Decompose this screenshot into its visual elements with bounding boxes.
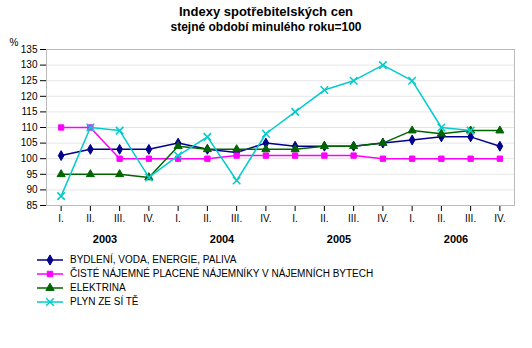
svg-text:IV.: IV.: [377, 213, 388, 224]
svg-text:85: 85: [26, 200, 38, 211]
svg-text:III.: III.: [231, 213, 242, 224]
svg-text:III.: III.: [348, 213, 359, 224]
svg-text:110: 110: [22, 122, 38, 133]
svg-text:120: 120: [21, 91, 38, 102]
svg-text:II.: II.: [320, 213, 328, 224]
svg-text:105: 105: [21, 137, 38, 148]
svg-text:2005: 2005: [327, 233, 351, 245]
html-text:ČISTÉ NÁJEMNÉ PLACENÉ NÁJEMNÍK: ČISTÉ NÁJEMNÉ PLACENÉ NÁJEMNÍKY V NÁJEMN…: [70, 268, 374, 279]
svg-text:III.: III.: [114, 213, 125, 224]
html-text:PLYN ZE SÍ TĚ: PLYN ZE SÍ TĚ: [70, 296, 139, 307]
svg-text:III.: III.: [465, 213, 476, 224]
svg-text:II.: II.: [437, 213, 445, 224]
svg-text:I.: I.: [58, 213, 64, 224]
svg-text:I.: I.: [292, 213, 298, 224]
svg-text:I.: I.: [175, 213, 181, 224]
svg-text:IV.: IV.: [494, 213, 505, 224]
svg-text:2003: 2003: [93, 233, 117, 245]
svg-text:IV.: IV.: [143, 213, 154, 224]
html-text:ELEKTRINA: ELEKTRINA: [70, 282, 126, 293]
html-text:BYDLENÍ, VODA, ENERGIE, PALIVA: BYDLENÍ, VODA, ENERGIE, PALIVA: [70, 254, 237, 265]
svg-text:%: %: [10, 37, 19, 48]
svg-text:II.: II.: [203, 213, 211, 224]
html-text:stejné období minulého roku=10: stejné období minulého roku=100: [170, 20, 362, 34]
svg-text:IV.: IV.: [260, 213, 271, 224]
svg-text:I.: I.: [409, 213, 415, 224]
svg-text:100: 100: [21, 153, 38, 164]
svg-text:II.: II.: [86, 213, 94, 224]
svg-text:2004: 2004: [210, 233, 235, 245]
svg-text:95: 95: [26, 169, 38, 180]
svg-text:130: 130: [21, 59, 38, 70]
html-text:Indexy spotřebitelských cen: Indexy spotřebitelských cen: [178, 4, 354, 19]
svg-text:115: 115: [22, 106, 38, 117]
svg-text:2006: 2006: [444, 233, 468, 245]
svg-text:125: 125: [21, 75, 38, 86]
svg-text:90: 90: [26, 184, 38, 195]
svg-text:135: 135: [21, 44, 38, 55]
